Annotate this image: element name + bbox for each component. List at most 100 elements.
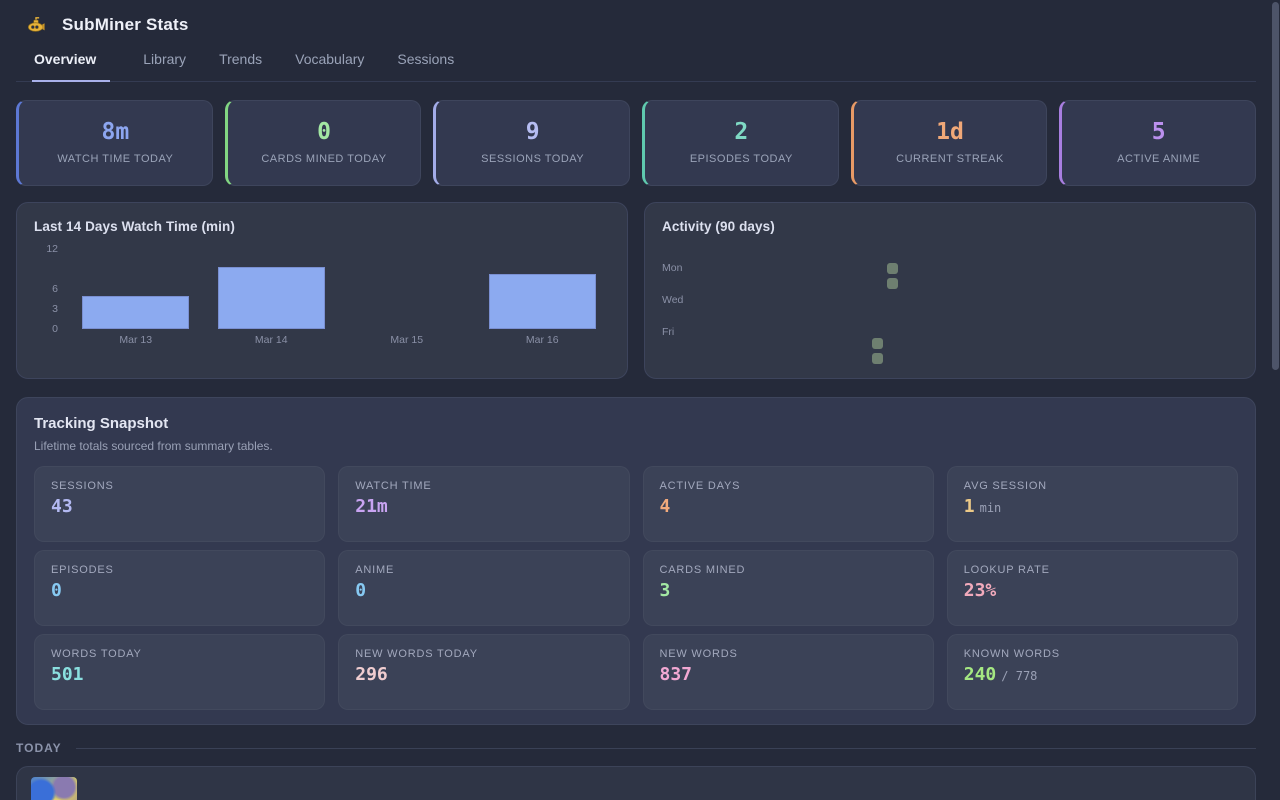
stat-label: WATCH TIME TODAY (57, 153, 174, 165)
metric-suffix: min (979, 501, 1002, 515)
heatmap-cell (887, 278, 898, 289)
nav-tabs: Overview Library Trends Vocabulary Sessions (16, 51, 1256, 82)
metric-value: 296 (355, 664, 388, 685)
stat-value: 0 (317, 119, 331, 145)
snapshot-title: Tracking Snapshot (34, 415, 169, 432)
chart-slot-mar-13: Mar 13 (68, 249, 204, 346)
app-header: SubMiner Stats (0, 0, 1280, 35)
metric-label: NEW WORDS (659, 648, 738, 660)
metric-label: ANIME (355, 564, 395, 576)
metric-known-words: KNOWN WORDS 240 / 778 (946, 634, 1238, 710)
metric-watch-time: WATCH TIME 21m (338, 466, 630, 542)
chart-slot-mar-15: Mar 15 (339, 249, 475, 346)
scrollbar-thumb[interactable] (1272, 2, 1279, 370)
metric-episodes: EPISODES 0 (34, 550, 326, 626)
metric-active-days: ACTIVE DAYS 4 (642, 466, 934, 542)
metric-value: 4 (659, 496, 671, 517)
metric-anime: ANIME 0 (338, 550, 630, 626)
tab-overview[interactable]: Overview (32, 51, 111, 82)
stat-value: 1d (936, 119, 964, 145)
app-title: SubMiner Stats (62, 15, 189, 34)
metric-value: 240 (963, 664, 997, 685)
bar-wrap (339, 249, 475, 329)
tab-sessions[interactable]: Sessions (397, 51, 454, 82)
heatmap-day-label-fri: Fri (662, 326, 675, 338)
metric-words-today: WORDS TODAY 501 (34, 634, 326, 710)
stat-label: ACTIVE ANIME (1117, 153, 1201, 165)
chart-slot-mar-14: Mar 14 (204, 249, 340, 346)
heatmap-day-label-wed: Wed (662, 294, 684, 306)
metric-value-row: 501 (51, 666, 308, 684)
chart-plot-area: Mar 13 Mar 14 Mar 15 Mar 16 (68, 249, 610, 346)
metric-value-row: 23% (964, 582, 1221, 600)
metric-label: AVG SESSION (963, 480, 1047, 492)
metric-lookup-rate: LOOKUP RATE 23% (946, 550, 1238, 626)
metric-suffix: / 778 (1001, 669, 1038, 683)
stat-label: CARDS MINED TODAY (261, 153, 387, 165)
bar-mar-13 (82, 296, 190, 329)
heatmap-cell (872, 353, 883, 364)
metric-label: NEW WORDS TODAY (355, 648, 478, 660)
metric-cards-mined: CARDS MINED 3 (642, 550, 934, 626)
activity-heatmap: Mon Wed Fri (662, 248, 1238, 373)
metric-sessions: SESSIONS 43 (34, 466, 326, 542)
metric-value-row: 0 (51, 582, 308, 600)
stat-card-active-anime: 5 ACTIVE ANIME (1059, 100, 1256, 186)
stat-card-cards-mined-today: 0 CARDS MINED TODAY (224, 100, 422, 186)
metric-value: 23% (963, 580, 997, 601)
tab-trends[interactable]: Trends (219, 51, 262, 82)
stat-value: 5 (1151, 119, 1166, 145)
x-tick-label: Mar 15 (390, 334, 424, 346)
heatmap-cell (887, 263, 898, 274)
metric-value: 43 (51, 496, 73, 517)
stat-label: EPISODES TODAY (689, 153, 793, 165)
metric-label: EPISODES (51, 564, 114, 576)
activity-heatmap-card: Activity (90 days) Mon Wed Fri (644, 202, 1256, 379)
metric-value-row: 240 / 778 (964, 666, 1221, 684)
y-tick-6: 6 (52, 283, 58, 295)
x-tick-label: Mar 16 (525, 334, 559, 346)
metric-label: WORDS TODAY (51, 648, 142, 660)
stat-label: CURRENT STREAK (896, 153, 1004, 165)
chart-slot-mar-16: Mar 16 (475, 249, 611, 346)
y-tick-3: 3 (52, 303, 58, 315)
metric-value-row: 1 min (964, 498, 1221, 516)
snapshot-metrics-grid: SESSIONS 43 WATCH TIME 21m ACTIVE DAYS 4 AVG S… (34, 466, 1238, 710)
y-tick-12: 12 (46, 243, 58, 255)
metric-value-row: 0 (355, 582, 612, 600)
stat-value: 8m (101, 119, 130, 145)
episode-thumbnail (31, 777, 77, 800)
today-divider (75, 747, 1256, 749)
bar-wrap (68, 249, 204, 329)
metric-value-row: 837 (660, 666, 917, 684)
stat-card-episodes-today: 2 EPISODES TODAY (642, 100, 839, 186)
metric-new-words-today: NEW WORDS TODAY 296 (338, 634, 630, 710)
today-section-header: TODAY (16, 741, 1256, 755)
watch-time-chart-card: Last 14 Days Watch Time (min) 0 3 6 12 Mar … (16, 202, 628, 379)
metric-value-row: 4 (660, 498, 917, 516)
metric-value-row: 296 (355, 666, 612, 684)
bar-wrap (204, 249, 340, 329)
x-tick-label: Mar 14 (254, 334, 288, 346)
tab-vocabulary[interactable]: Vocabulary (295, 51, 364, 82)
charts-row: Last 14 Days Watch Time (min) 0 3 6 12 Mar … (16, 202, 1256, 379)
metric-value-row: 3 (660, 582, 917, 600)
metric-label: CARDS MINED (659, 564, 746, 576)
today-label: TODAY (16, 741, 62, 755)
stat-value: 2 (734, 119, 749, 145)
metric-value: 21m (355, 496, 388, 517)
stat-card-current-streak: 1d CURRENT STREAK (850, 100, 1048, 186)
bar-wrap (475, 249, 611, 329)
submarine-icon (27, 16, 45, 34)
page-scrollbar (1270, 0, 1280, 800)
heatmap-day-label-mon: Mon (662, 262, 683, 274)
metric-value-row: 21m (355, 498, 612, 516)
metric-label: WATCH TIME (355, 480, 432, 492)
today-session-card (16, 766, 1256, 800)
heatmap-cell (872, 338, 883, 349)
tab-library[interactable]: Library (143, 51, 186, 82)
metric-label: SESSIONS (51, 480, 114, 492)
bar-mar-16 (488, 274, 596, 329)
heatmap-title: Activity (90 days) (662, 219, 775, 234)
metric-value-row: 43 (51, 498, 308, 516)
